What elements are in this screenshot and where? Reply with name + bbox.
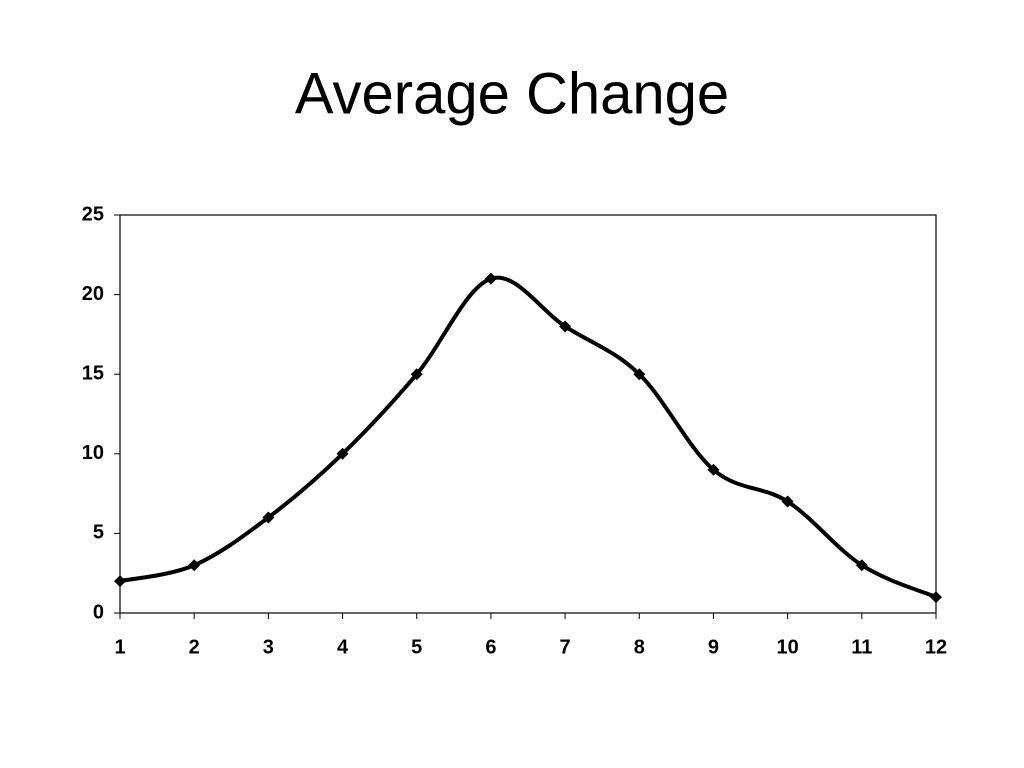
marker: [262, 511, 275, 524]
x-tick-label: 11: [851, 636, 872, 658]
y-tick-label: 25: [82, 203, 104, 225]
marker: [707, 463, 720, 476]
marker: [188, 559, 201, 572]
x-tick-label: 5: [411, 636, 422, 658]
x-tick-label: 2: [189, 636, 200, 658]
marker: [930, 591, 942, 604]
y-tick-label: 5: [93, 522, 104, 544]
chart-title: Average Change: [295, 61, 729, 126]
y-tick-label: 20: [82, 283, 104, 305]
marker: [114, 575, 126, 588]
marker: [336, 447, 349, 460]
marker: [410, 368, 423, 381]
line: [119, 275, 937, 599]
x-tick-label: 4: [337, 636, 349, 658]
x-tick-label: 9: [708, 636, 719, 658]
marker: [855, 559, 868, 572]
x-tick-label: 6: [485, 636, 496, 658]
marker: [781, 495, 794, 508]
x-tick-label: 1: [114, 636, 125, 658]
y-tick-label: 15: [82, 362, 104, 384]
marker: [484, 272, 497, 285]
y-tick-label: 0: [93, 601, 104, 623]
marker: [559, 320, 572, 333]
x-tick-label: 12: [925, 636, 947, 658]
x-tick-label: 10: [777, 636, 799, 658]
x-tick-label: 7: [560, 636, 571, 658]
y-tick-label: 10: [82, 442, 104, 464]
x-tick-label: 8: [634, 636, 645, 658]
plot-frame: [119, 214, 937, 614]
x-tick-label: 3: [263, 636, 274, 658]
marker: [633, 368, 646, 381]
